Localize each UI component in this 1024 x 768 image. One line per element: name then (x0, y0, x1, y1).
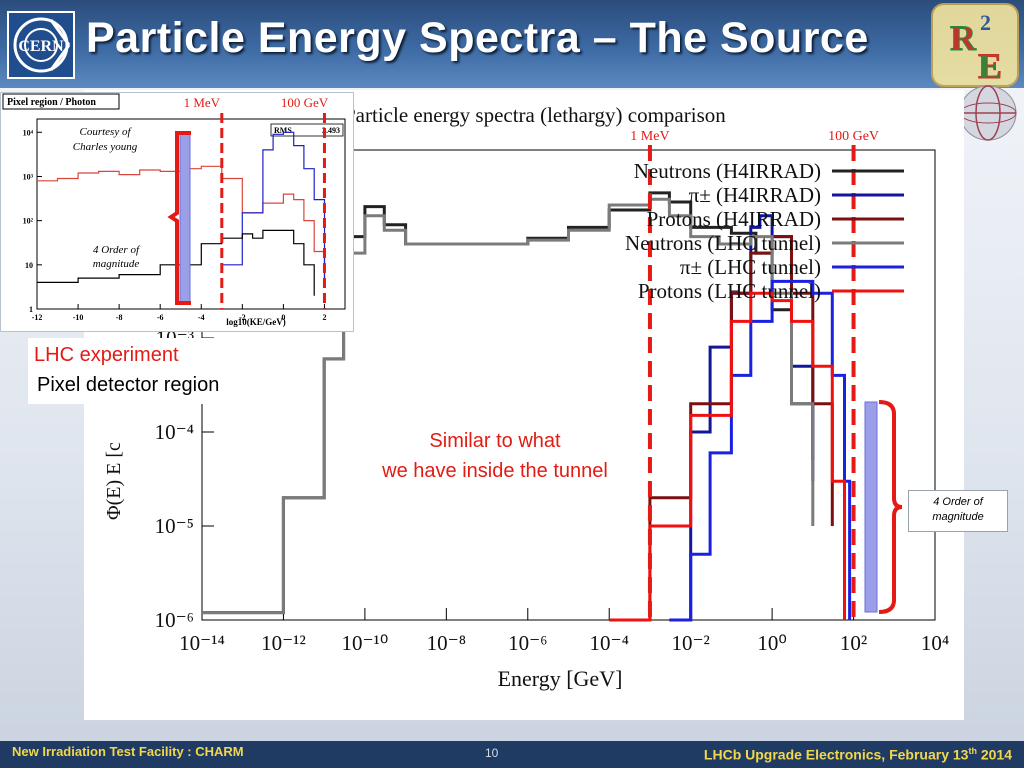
lhc-experiment-label: LHC experiment (34, 344, 179, 366)
legend-label-4: π± (LHC tunnel) (680, 255, 821, 279)
inset-x-axis-label: log10(KE/GeV) (226, 317, 286, 327)
order-line-2: magnitude (932, 511, 984, 523)
inset-range-band (179, 132, 191, 304)
series-line-4 (669, 279, 852, 622)
inset-title: Pixel region / Photon (7, 97, 96, 108)
legend-label-5: Protons (LHC tunnel) (638, 279, 821, 303)
series-line-3 (202, 197, 815, 615)
similar-line-1: Similar to what (429, 430, 561, 452)
inset-threshold-label-0: 1 MeV (184, 95, 221, 110)
page-number: 10 (485, 746, 499, 760)
legend-label-2: Protons (H4IRRAD) (647, 207, 821, 231)
similar-callout: Similar to what we have inside the tunne… (340, 426, 650, 486)
y-tick-label: 10⁻⁴ (155, 420, 194, 444)
y-tick-label: 10⁻⁶ (155, 608, 194, 632)
inset-chart-box: Pixel region / Photon RMS 2.493 Courtesy… (0, 92, 354, 332)
inset-order-line2: magnitude (93, 258, 140, 270)
order-range-band (864, 401, 878, 613)
x-tick-label: 10⁻² (671, 631, 709, 655)
inset-y-tick-label: 10 (25, 261, 33, 270)
footer-right-sup: th (968, 746, 977, 756)
slide-title: Particle Energy Spectra – The Source (86, 14, 869, 62)
inset-series-2 (37, 229, 315, 296)
svg-text:2: 2 (980, 10, 991, 35)
inset-x-tick-label: -8 (116, 313, 123, 322)
inset-series-0 (37, 165, 326, 288)
svg-text:E: E (978, 46, 1002, 86)
inset-stats-label: RMS (274, 126, 292, 135)
similar-line-2: we have inside the tunnel (382, 460, 608, 482)
inset-y-tick-label: 1 (29, 305, 33, 314)
inset-courtesy-line2: Charles young (73, 141, 138, 153)
footer-right-main: LHCb Upgrade Electronics, February 13 (703, 746, 969, 763)
inset-stats-value: 2.493 (322, 126, 340, 135)
x-tick-label: 10⁴ (921, 631, 949, 655)
footer-right-year: 2014 (976, 746, 1012, 763)
x-tick-label: 10⁻⁸ (427, 631, 466, 655)
x-tick-label: 10⁻⁴ (590, 631, 629, 655)
inset-bracket-icon (167, 131, 191, 305)
x-tick-label: 10⁻¹⁰ (341, 631, 388, 655)
threshold-label-0: 1 MeV (630, 129, 669, 144)
cern-logo: CERN (7, 11, 75, 79)
series-line-5 (609, 291, 846, 622)
inset-x-tick-label: -6 (157, 313, 164, 322)
x-tick-label: 10⁰ (757, 631, 786, 655)
inset-y-tick-label: 10² (23, 217, 34, 226)
x-tick-label: 10⁻¹² (261, 631, 306, 655)
lhc-callout-box (28, 338, 274, 404)
legend-label-3: Neutrons (LHC tunnel) (625, 231, 821, 255)
slide-header: CERN Particle Energy Spectra – The Sourc… (0, 0, 1024, 88)
inset-threshold-label-1: 100 GeV (281, 95, 329, 110)
svg-text:R: R (950, 18, 977, 58)
order-magnitude-note: 4 Order of magnitude (908, 490, 1008, 532)
threshold-label-1: 100 GeV (828, 129, 879, 144)
x-tick-label: 10² (840, 631, 867, 655)
inset-order-line1: 4 Order of (93, 244, 141, 256)
slide-footer: New Irradiation Test Facility : CHARM 10… (0, 741, 1024, 768)
y-axis-label: Φ(E) E [c (103, 442, 125, 520)
inset-plot-frame (36, 118, 346, 310)
inset-x-tick-label: -10 (73, 313, 84, 322)
inset-order-note-box (81, 238, 151, 272)
inset-x-tick-label: 0 (281, 313, 285, 322)
order-line-1: 4 Order of (933, 496, 983, 508)
inset-x-tick-label: -2 (239, 313, 246, 322)
globe-icon (959, 85, 1017, 141)
inset-x-tick-label: 2 (322, 313, 326, 322)
footer-right-text: LHCb Upgrade Electronics, February 13th … (704, 746, 1012, 763)
x-axis-label: Energy [GeV] (498, 666, 623, 691)
inset-series-1 (221, 131, 326, 279)
y-tick-label: 10⁻⁵ (155, 514, 194, 538)
svg-text:CERN: CERN (18, 38, 64, 55)
inset-y-tick-label: 10³ (23, 172, 34, 181)
inset-chart: Pixel region / Photon RMS 2.493 Courtesy… (2, 93, 346, 327)
inset-x-tick-label: -12 (32, 313, 43, 322)
pixel-detector-label: Pixel detector region (37, 374, 220, 396)
r2e-logo: R 2 E (931, 3, 1019, 87)
inset-courtesy-line1: Courtesy of (79, 126, 132, 138)
x-tick-label: 10⁻⁶ (508, 631, 547, 655)
chart-title: Particle energy spectra (lethargy) compa… (344, 103, 726, 127)
legend-label-1: π± (H4IRRAD) (689, 183, 821, 207)
footer-left-text: New Irradiation Test Facility : CHARM (12, 744, 244, 759)
x-tick-label: 10⁻¹⁴ (179, 631, 225, 655)
inset-x-tick-label: -4 (198, 313, 205, 322)
inset-y-tick-label: 10⁴ (23, 128, 34, 137)
order-bracket-icon (878, 400, 903, 614)
legend-label-0: Neutrons (H4IRRAD) (634, 159, 821, 183)
inset-title-box (2, 93, 120, 110)
